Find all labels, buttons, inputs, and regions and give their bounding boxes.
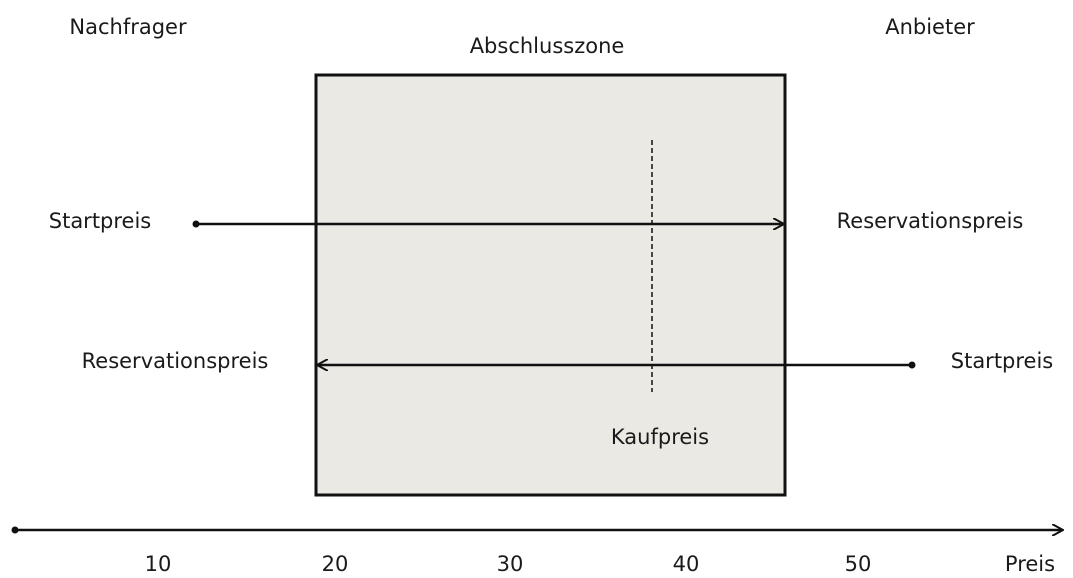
axis-tick-label: 20	[322, 552, 349, 576]
buyer-start-label: Startpreis	[49, 209, 152, 233]
seller-start-label: Startpreis	[951, 349, 1054, 373]
axis-tick-label: 30	[497, 552, 524, 576]
buyer-label: Nachfrager	[69, 15, 187, 39]
axis-label: Preis	[1005, 552, 1055, 576]
axis-tick-label: 10	[145, 552, 172, 576]
buyer-end-label: Reservationspreis	[837, 209, 1024, 233]
zone-label: Abschlusszone	[470, 34, 625, 58]
deal-label: Kaufpreis	[611, 425, 709, 449]
seller-end-label: Reservationspreis	[82, 349, 269, 373]
axis-tick-label: 50	[845, 552, 872, 576]
axis-tick-label: 40	[673, 552, 700, 576]
agreement-zone	[314, 73, 787, 497]
seller-label: Anbieter	[885, 15, 975, 39]
axis-ticks: 10 20 30 40 50	[145, 552, 872, 576]
